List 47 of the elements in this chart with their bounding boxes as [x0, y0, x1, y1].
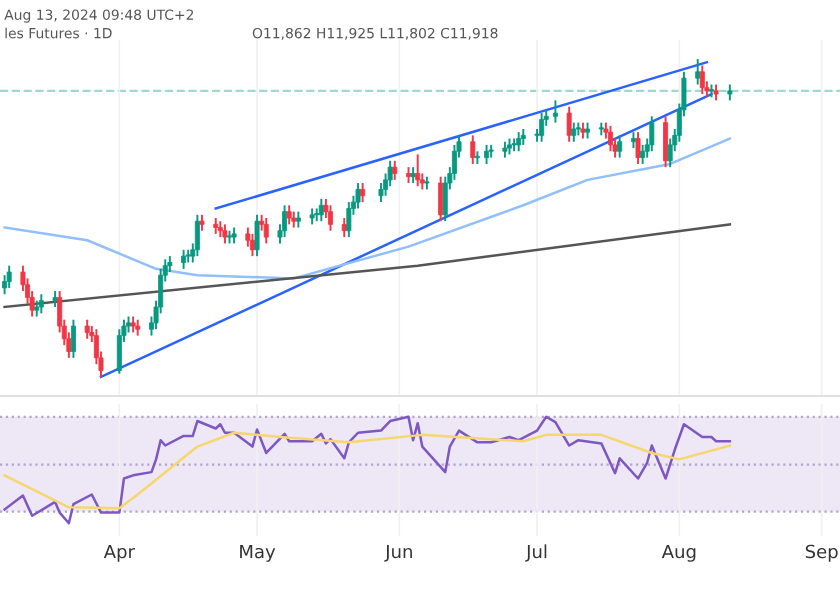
x-tick-label: Jun: [384, 544, 412, 562]
candlestick: [667, 137, 673, 169]
candlestick: [566, 105, 572, 143]
candlestick: [181, 248, 187, 270]
candlestick: [378, 182, 384, 204]
candlestick: [484, 143, 490, 165]
candlestick: [571, 121, 577, 143]
candlestick: [346, 201, 352, 239]
candlestick: [617, 134, 623, 159]
candlestick: [695, 58, 701, 86]
candlestick: [70, 318, 76, 359]
candlestick: [222, 223, 228, 245]
candlestick: [286, 204, 292, 226]
x-tick-label: Jul: [525, 544, 547, 562]
candlestick: [360, 182, 366, 204]
candlestick: [438, 175, 444, 223]
candlestick: [415, 153, 421, 188]
candlestick: [282, 204, 288, 239]
x-tick-label: Sep: [805, 544, 838, 562]
candlestick: [84, 318, 90, 340]
candlestick: [194, 213, 200, 258]
x-tick-label: May: [240, 544, 276, 562]
candlestick: [6, 264, 12, 289]
candlestick: [608, 124, 613, 153]
candlestick: [635, 131, 641, 165]
candlestick: [392, 159, 398, 181]
candlestick: [470, 134, 476, 165]
candlestick: [552, 99, 558, 124]
candlestick: [387, 159, 393, 188]
candlestick: [38, 293, 44, 315]
candlestick: [245, 226, 251, 248]
candlestick: [539, 112, 545, 143]
candlestick: [355, 182, 361, 210]
candlestick: [640, 143, 646, 165]
candlestick: [649, 115, 655, 153]
candlestick: [328, 204, 333, 232]
candlestick: [699, 64, 705, 96]
candlestick: [663, 115, 669, 169]
candlestick: [516, 131, 522, 153]
candlestick: [254, 213, 260, 258]
candlestick: [451, 143, 457, 181]
candlestick: [442, 175, 448, 223]
candlestick: [263, 217, 269, 245]
candlestick: [2, 274, 8, 296]
x-tick-label: Aug: [661, 544, 696, 562]
candlestick: [116, 328, 122, 375]
x-tick-label: Apr: [103, 544, 135, 562]
